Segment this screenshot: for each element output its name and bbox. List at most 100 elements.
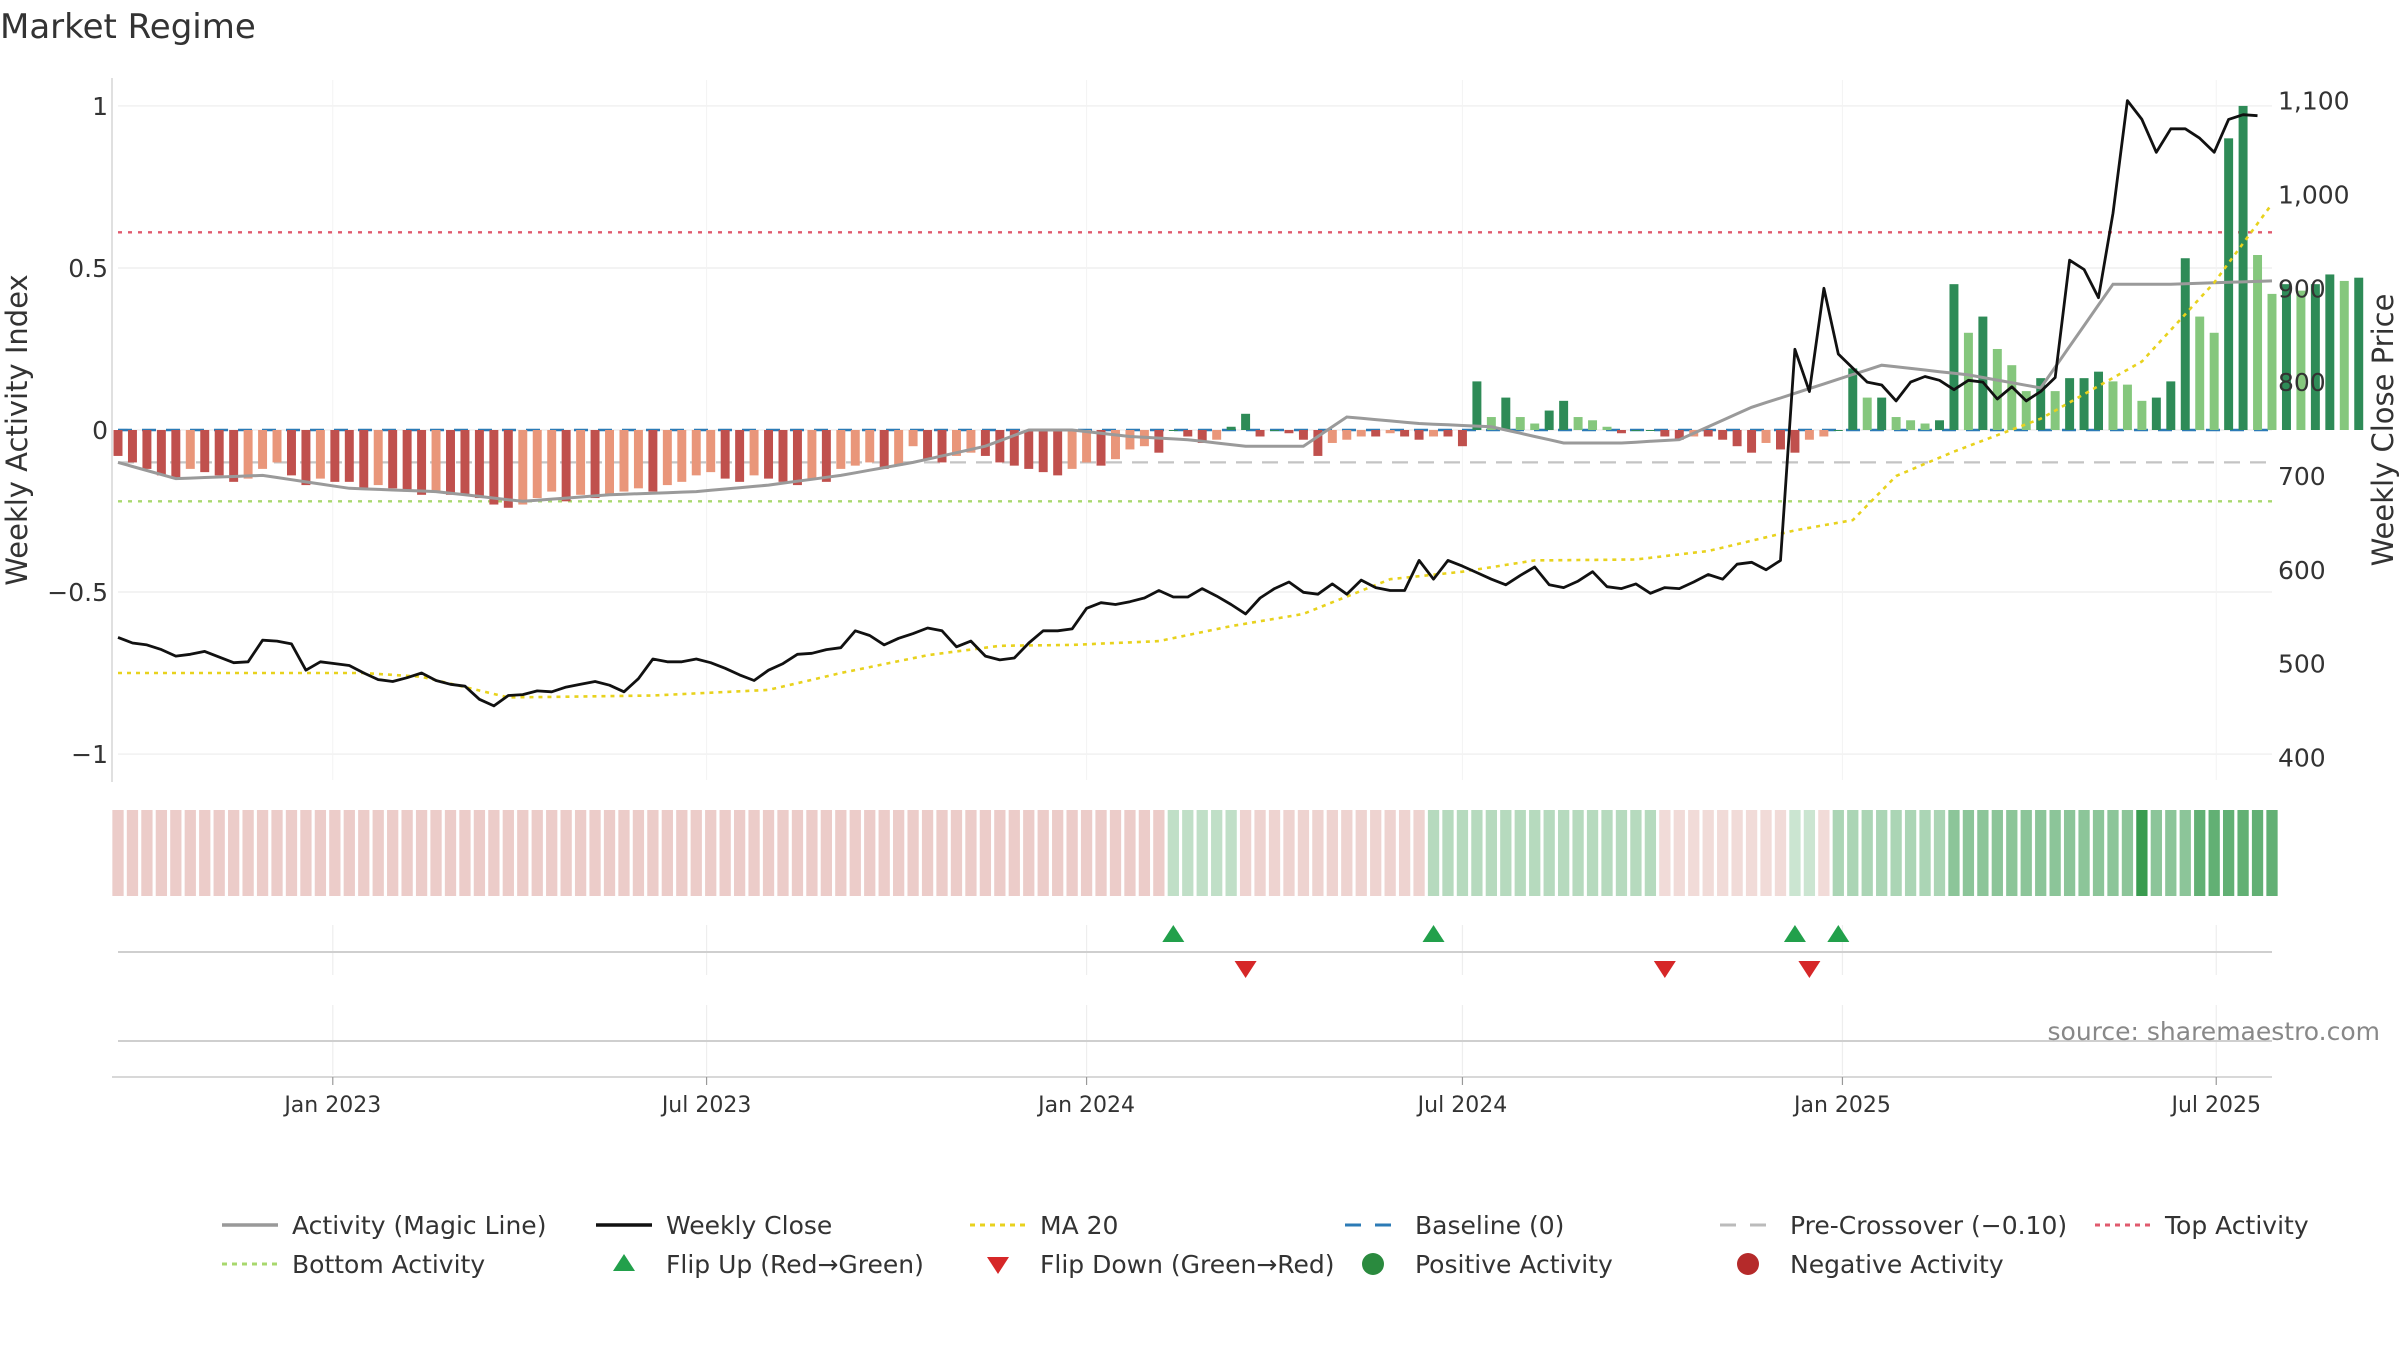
x-tick-label: Jan 2024 <box>1036 1093 1135 1118</box>
activity-bar <box>446 430 455 495</box>
legend-label: Top Activity <box>2164 1211 2309 1240</box>
activity-bar <box>431 430 441 492</box>
activity-bar <box>2007 365 2017 430</box>
regime-strip-cell <box>1398 810 1411 896</box>
regime-strip-cell <box>2078 810 2090 896</box>
regime-strip-cell <box>1948 810 1960 896</box>
y-left-tick-label: 0.5 <box>68 254 108 283</box>
legend-label: Weekly Close <box>666 1211 832 1240</box>
activity-bar <box>1082 430 1092 463</box>
activity-bar <box>1024 430 1034 469</box>
regime-strip-cell <box>141 810 153 896</box>
regime-strip-cell <box>1196 810 1208 896</box>
regime-strip-cell <box>546 810 558 896</box>
activity-bar <box>1356 430 1366 437</box>
x-tick-label: Jul 2025 <box>2169 1093 2261 1118</box>
activity-bar <box>1761 430 1771 443</box>
regime-strip-cell <box>256 810 269 896</box>
regime-strip-cell <box>2063 810 2076 896</box>
activity-bar <box>894 430 904 466</box>
reference-lines <box>118 231 2272 503</box>
activity-bar <box>373 430 383 486</box>
regime-strip-cell <box>531 810 543 896</box>
activity-bar <box>1992 348 2002 430</box>
regime-strip-cell <box>936 810 948 896</box>
regime-strip-cell <box>864 810 876 896</box>
regime-strip-cell <box>170 810 182 896</box>
activity-bar <box>821 430 831 482</box>
regime-strip-cell <box>1745 810 1758 896</box>
legend-label: MA 20 <box>1040 1211 1118 1240</box>
activity-bar <box>792 430 802 486</box>
regime-strip-cell <box>300 810 312 896</box>
activity-bar <box>1747 430 1757 453</box>
activity-bar <box>923 430 933 460</box>
regime-strip-cell <box>1991 810 2003 896</box>
activity-bar <box>243 430 253 479</box>
activity-bar <box>460 430 470 495</box>
regime-strip-cell <box>1601 810 1613 896</box>
x-tick-label: Jul 2024 <box>1416 1093 1508 1118</box>
regime-strip-cell <box>849 810 861 896</box>
activity-bar <box>1891 417 1901 430</box>
regime-strip-cell <box>430 810 442 896</box>
activity-bar <box>865 430 875 463</box>
activity-bar <box>2079 378 2089 430</box>
activity-bar <box>2036 378 2046 430</box>
regime-strip-cell <box>1500 810 1512 896</box>
activity-bar <box>807 430 817 479</box>
regime-strip-cell <box>1052 810 1064 896</box>
activity-bar <box>1284 430 1294 434</box>
regime-strip-cell <box>2121 810 2134 896</box>
activity-bar <box>2296 290 2306 430</box>
regime-strip-cell <box>603 810 616 896</box>
regime-strip-cell <box>1312 810 1324 896</box>
y-right-tick-label: 700 <box>2278 462 2326 491</box>
activity-bar <box>1559 400 1569 430</box>
activity-bar <box>561 430 571 502</box>
activity-bar <box>1906 420 1916 430</box>
activity-bar <box>2339 280 2349 430</box>
regime-strip-cell <box>979 810 992 896</box>
legend-label: Bottom Activity <box>292 1250 485 1279</box>
regime-strip-cell <box>2251 810 2264 896</box>
activity-bar <box>2253 255 2263 430</box>
regime-strip-cell <box>835 810 847 896</box>
legend-item: Flip Up (Red→Green) <box>613 1250 924 1279</box>
legend-circle-icon <box>1362 1253 1384 1275</box>
legend-item: Flip Down (Green→Red) <box>987 1250 1335 1279</box>
activity-bar <box>677 430 687 482</box>
regime-strip-cell <box>314 810 327 896</box>
activity-bar <box>1154 430 1164 453</box>
regime-strip-cell <box>2194 810 2206 896</box>
regime-strip-cell <box>1124 810 1136 896</box>
regime-strip-cell <box>473 810 486 896</box>
regime-strip-cell <box>517 810 529 896</box>
activity-bar <box>1616 430 1626 434</box>
regime-strip-cell <box>1717 810 1729 896</box>
regime-strip-cell <box>199 810 211 896</box>
regime-strip-cell <box>632 810 645 896</box>
activity-bar <box>1226 426 1236 430</box>
regime-strip-cell <box>1456 810 1469 896</box>
activity-bar <box>1848 368 1858 430</box>
regime-strip-cell <box>676 810 688 896</box>
activity-bar <box>532 430 542 499</box>
regime-strip-cell <box>878 810 890 896</box>
legend-label: Flip Up (Red→Green) <box>666 1250 924 1279</box>
activity-bar <box>778 430 788 482</box>
activity-bar <box>980 430 990 456</box>
activity-bar <box>749 430 759 476</box>
regime-strip-cell <box>488 810 500 896</box>
x-tick-label: Jan 2025 <box>1792 1093 1891 1118</box>
activity-bar <box>1631 430 1641 431</box>
activity-bar <box>1053 430 1063 476</box>
regime-strip-cell <box>1615 810 1628 896</box>
regime-strip-cell <box>1095 810 1107 896</box>
activity-bar <box>301 430 311 486</box>
activity-bar <box>156 430 166 476</box>
activity-bar <box>402 430 412 492</box>
regime-strip-cell <box>1023 810 1035 896</box>
ma20-line <box>118 203 2274 699</box>
activity-bar <box>359 430 369 489</box>
